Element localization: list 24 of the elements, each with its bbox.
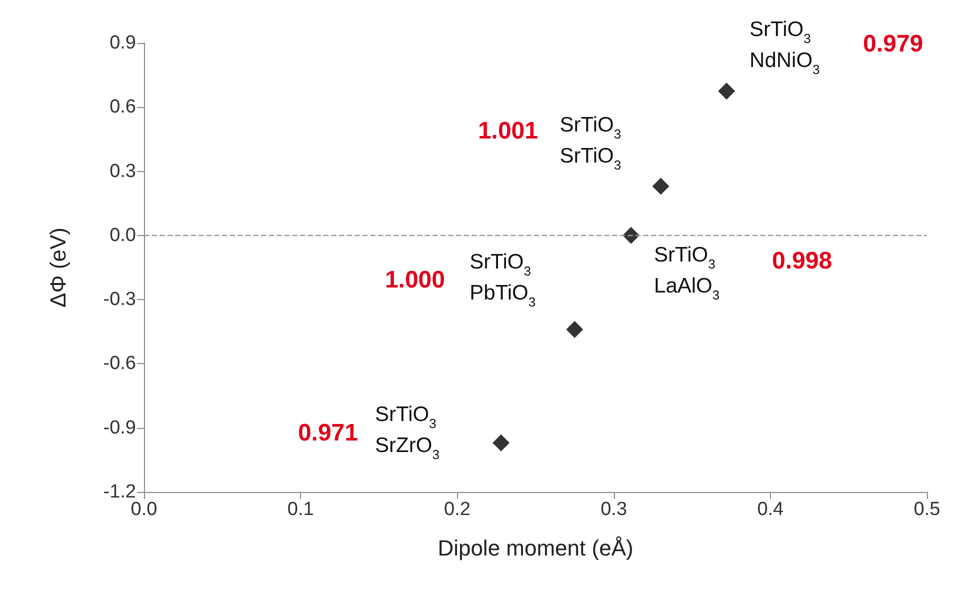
annotation: 0.979 xyxy=(863,30,924,58)
x-tick-label: 0.1 xyxy=(287,499,314,520)
point xyxy=(622,226,640,244)
point xyxy=(652,178,670,195)
x-tick-label: 0.3 xyxy=(600,499,628,520)
y-tick-label: -0.3 xyxy=(103,289,136,310)
annotation: 1.001 xyxy=(478,118,538,144)
y-tick-label: 0.3 xyxy=(110,160,136,182)
annotation: 1.000 xyxy=(384,266,445,294)
annotation: 0.998 xyxy=(772,248,832,274)
point xyxy=(718,82,736,100)
y-tick-label: 0.0 xyxy=(110,224,136,246)
x-axis-title: Dipole moment (eÅ) xyxy=(438,536,634,560)
y-axis-title: ΔΦ (eV) xyxy=(46,228,70,308)
point xyxy=(566,321,584,338)
y-tick-label: -0.9 xyxy=(103,417,136,438)
y-tick-label: 0.6 xyxy=(110,96,136,118)
x-tick-label: 0.5 xyxy=(914,499,940,520)
point xyxy=(492,434,510,452)
y-tick-label: 0.9 xyxy=(110,32,136,54)
x-tick-label: 0.2 xyxy=(444,499,470,520)
x-tick-label: 0.4 xyxy=(757,499,784,520)
y-tick-label: -0.6 xyxy=(103,353,136,374)
annotation: 0.971 xyxy=(298,420,358,446)
